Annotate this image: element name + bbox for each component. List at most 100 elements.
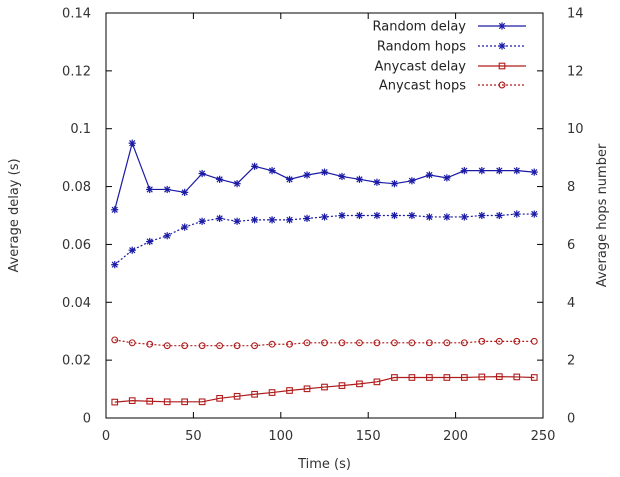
y2-axis-ticks: 0 2 4 6 8 10 12 14 [537,7,584,427]
legend-item: Anycast delay [375,60,526,75]
data-point [513,210,521,218]
data-point [303,339,311,347]
data-point [373,211,381,220]
y-tick-label: 0 [83,412,91,427]
data-point [146,397,154,405]
data-point [250,216,259,224]
data-point [321,383,328,391]
data-point [216,342,224,350]
y2-tick-label: 4 [567,296,575,311]
legend-label: Random hops [377,40,466,55]
y2-tick-label: 10 [567,122,584,137]
data-point [216,175,224,183]
data-point [181,342,189,350]
y2-tick-label: 0 [567,412,575,427]
x-tick-label: 250 [531,429,556,444]
data-point [513,167,521,175]
data-point [286,340,293,348]
data-point [286,387,293,394]
data-point [128,339,136,347]
x-axis-title: Time (s) [297,457,351,472]
y2-tick-label: 14 [567,7,584,22]
data-point [356,380,363,388]
data-point [181,398,189,406]
data-point [478,167,486,175]
data-point [425,339,433,347]
data-point [233,180,241,188]
data-point [408,211,416,220]
data-point [390,180,399,188]
data-point [303,171,311,179]
data-point [443,213,451,221]
y2-axis-title: Average hops number [595,143,610,287]
data-point [408,339,416,347]
data-point [426,374,433,381]
data-point [460,339,468,347]
data-point [513,337,521,345]
data-point [251,390,258,398]
data-point [443,374,451,381]
data-point [111,398,119,406]
series-layer [111,139,538,406]
data-point [111,261,119,269]
data-point [373,378,381,386]
y-tick-label: 0.1 [70,122,91,137]
x-tick-label: 0 [102,429,110,444]
legend-label: Random delay [373,20,467,35]
data-point [163,232,171,240]
data-point [198,169,206,178]
data-point [268,340,276,348]
data-point [338,339,346,347]
data-point [216,394,223,402]
data-point [408,177,416,185]
legend-item: Random hops [377,40,526,55]
legend-marker-sample [498,62,506,70]
y-tick-label: 0.08 [62,180,91,195]
data-point [233,392,241,400]
data-point [233,342,241,350]
data-point [321,339,328,347]
legend-marker-sample [498,22,506,30]
y-tick-label: 0.04 [62,296,91,311]
data-point [460,374,468,381]
data-point [495,211,503,220]
data-point [495,373,503,380]
data-point [128,397,136,404]
data-point [390,211,399,220]
data-point [390,339,398,347]
x-axis-ticks: 0 50 100 150 200 250 [102,13,556,444]
data-point [268,389,276,396]
y2-tick-label: 12 [567,64,584,79]
data-point [146,340,154,348]
series-line [114,339,535,347]
data-point [198,342,206,350]
data-point [373,178,381,186]
data-point [285,175,294,183]
data-point [181,188,189,196]
data-point [163,342,171,350]
data-point [460,213,468,221]
data-point [425,171,433,179]
series-random-hops [111,210,538,269]
data-point [181,223,189,231]
legend-marker-sample [498,81,506,89]
data-point [530,210,538,218]
y-tick-label: 0.14 [62,7,91,22]
data-point [251,342,259,350]
y-axis-title: Average delay (s) [7,158,22,272]
y-axis-ticks: 0 0.02 0.04 0.06 0.08 0.1 0.12 0.14 [62,7,112,427]
data-point [356,339,363,347]
data-point [146,237,154,246]
data-point [530,168,538,176]
data-point [303,385,311,393]
data-point [443,339,451,347]
series-anycast-hops [111,336,538,350]
y2-tick-label: 2 [567,354,575,369]
data-point [478,211,486,220]
data-point [216,214,224,222]
data-point [478,337,486,345]
data-point [320,168,329,176]
x-tick-label: 200 [443,429,468,444]
data-point [460,167,468,175]
